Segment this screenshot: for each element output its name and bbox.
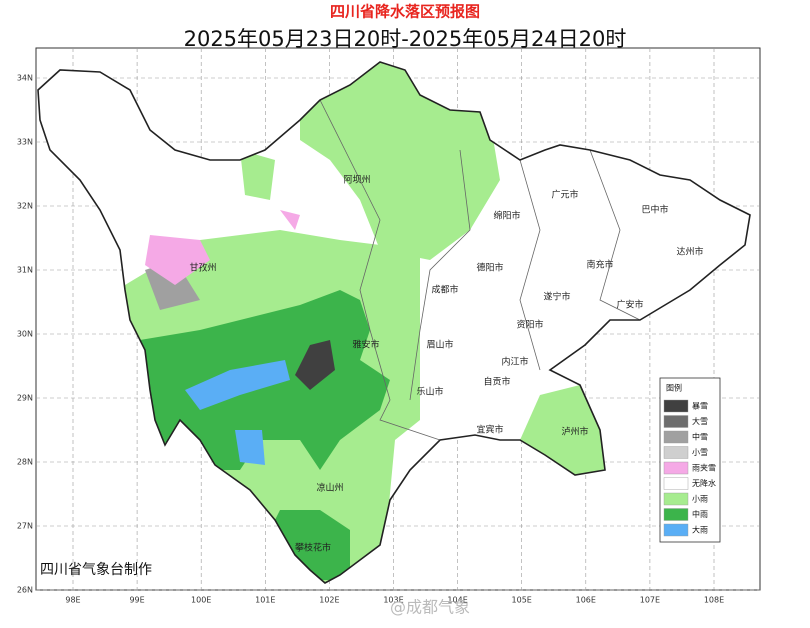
lat-tick-label: 33N bbox=[17, 138, 33, 147]
place-label: 眉山市 bbox=[426, 339, 453, 351]
legend-swatch bbox=[663, 508, 689, 521]
place-label: 成都市 bbox=[431, 284, 458, 296]
place-label: 凉山州 bbox=[316, 482, 343, 494]
title: 四川省降水落区预报图 bbox=[330, 3, 480, 21]
sleet-area bbox=[280, 210, 300, 230]
place-label: 宜宾市 bbox=[476, 424, 503, 436]
place-label: 资阳市 bbox=[516, 319, 543, 331]
place-label: 甘孜州 bbox=[189, 262, 216, 274]
legend-swatch bbox=[663, 415, 689, 428]
boundary bbox=[519, 159, 541, 371]
lon-tick-label: 106E bbox=[576, 596, 596, 605]
heavy-rain-area bbox=[185, 360, 290, 410]
lon-tick-label: 99E bbox=[129, 596, 144, 605]
legend-label: 雨夹雪 bbox=[692, 463, 716, 473]
legend-swatch bbox=[663, 399, 689, 413]
lat-tick-label: 26N bbox=[17, 586, 33, 595]
heavy-rain-area bbox=[235, 430, 265, 465]
place-label: 绵阳市 bbox=[493, 210, 520, 222]
lat-tick-label: 27N bbox=[17, 522, 33, 531]
lat-tick-label: 32N bbox=[17, 202, 33, 211]
place-label: 南充市 bbox=[586, 259, 613, 271]
place-label: 阿坝州 bbox=[343, 175, 370, 186]
legend-swatch bbox=[663, 430, 689, 444]
place-label: 广元市 bbox=[551, 189, 578, 201]
legend-label: 暴雪 bbox=[692, 402, 708, 411]
legend-swatch bbox=[663, 492, 689, 506]
light-rain-area bbox=[240, 150, 275, 200]
lat-tick-label: 30N bbox=[17, 330, 33, 339]
legend-swatch bbox=[663, 477, 689, 490]
place-label: 广安市 bbox=[616, 299, 643, 311]
credit: 四川省气象台制作 bbox=[40, 562, 152, 578]
lat-tick-label: 31N bbox=[17, 266, 33, 275]
lon-tick-label: 98E bbox=[65, 596, 80, 605]
graticule: 34N 33N 32N 31N 30N 29N 28N 27N 26N 98E 99E 100E 101… bbox=[17, 48, 760, 605]
place-label: 遂宁市 bbox=[543, 291, 570, 303]
lon-tick-label: 101E bbox=[255, 596, 275, 605]
legend-swatch bbox=[663, 446, 689, 459]
place-label: 自贡市 bbox=[483, 376, 510, 388]
place-label: 内江市 bbox=[501, 356, 528, 368]
place-label: 攀枝花市 bbox=[295, 542, 331, 554]
lon-tick-label: 100E bbox=[191, 596, 211, 605]
legend-label: 小雪 bbox=[692, 448, 708, 457]
lon-tick-label: 103E bbox=[383, 596, 403, 605]
legend-label: 中雪 bbox=[692, 432, 708, 442]
place-label: 泸州市 bbox=[561, 426, 588, 438]
lon-tick-label: 107E bbox=[640, 596, 660, 605]
place-label: 雅安市 bbox=[352, 339, 379, 351]
watermark: @成都气象 bbox=[390, 598, 470, 617]
lat-tick-label: 28N bbox=[17, 458, 33, 467]
boundary bbox=[319, 99, 441, 441]
legend-label: 小雨 bbox=[692, 495, 708, 504]
legend-swatch bbox=[663, 461, 689, 475]
boundary bbox=[409, 149, 471, 401]
subtitle: 2025年05月23日20时-2025年05月24日20时 bbox=[184, 27, 627, 51]
sleet-area bbox=[145, 235, 210, 285]
place-label: 达州市 bbox=[676, 246, 703, 258]
legend-label: 大雨 bbox=[692, 525, 708, 535]
place-label: 巴中市 bbox=[641, 204, 668, 216]
legend-label: 大雪 bbox=[692, 416, 708, 426]
lon-tick-label: 102E bbox=[319, 596, 339, 605]
lon-tick-label: 104E bbox=[447, 596, 467, 605]
lon-tick-label: 105E bbox=[512, 596, 532, 605]
province-border bbox=[37, 61, 751, 584]
legend-swatch bbox=[663, 523, 689, 537]
place-label: 德阳市 bbox=[476, 262, 503, 274]
legend-title: 图例 bbox=[666, 383, 682, 393]
lon-tick-label: 108E bbox=[704, 596, 724, 605]
legend-label: 中雨 bbox=[692, 509, 708, 519]
legend-label: 无降水 bbox=[692, 478, 716, 488]
boundary bbox=[589, 149, 641, 321]
place-label: 乐山市 bbox=[416, 386, 443, 398]
heavy-snow-area bbox=[295, 340, 335, 390]
lat-tick-label: 29N bbox=[17, 394, 33, 403]
lat-tick-label: 34N bbox=[17, 74, 33, 83]
